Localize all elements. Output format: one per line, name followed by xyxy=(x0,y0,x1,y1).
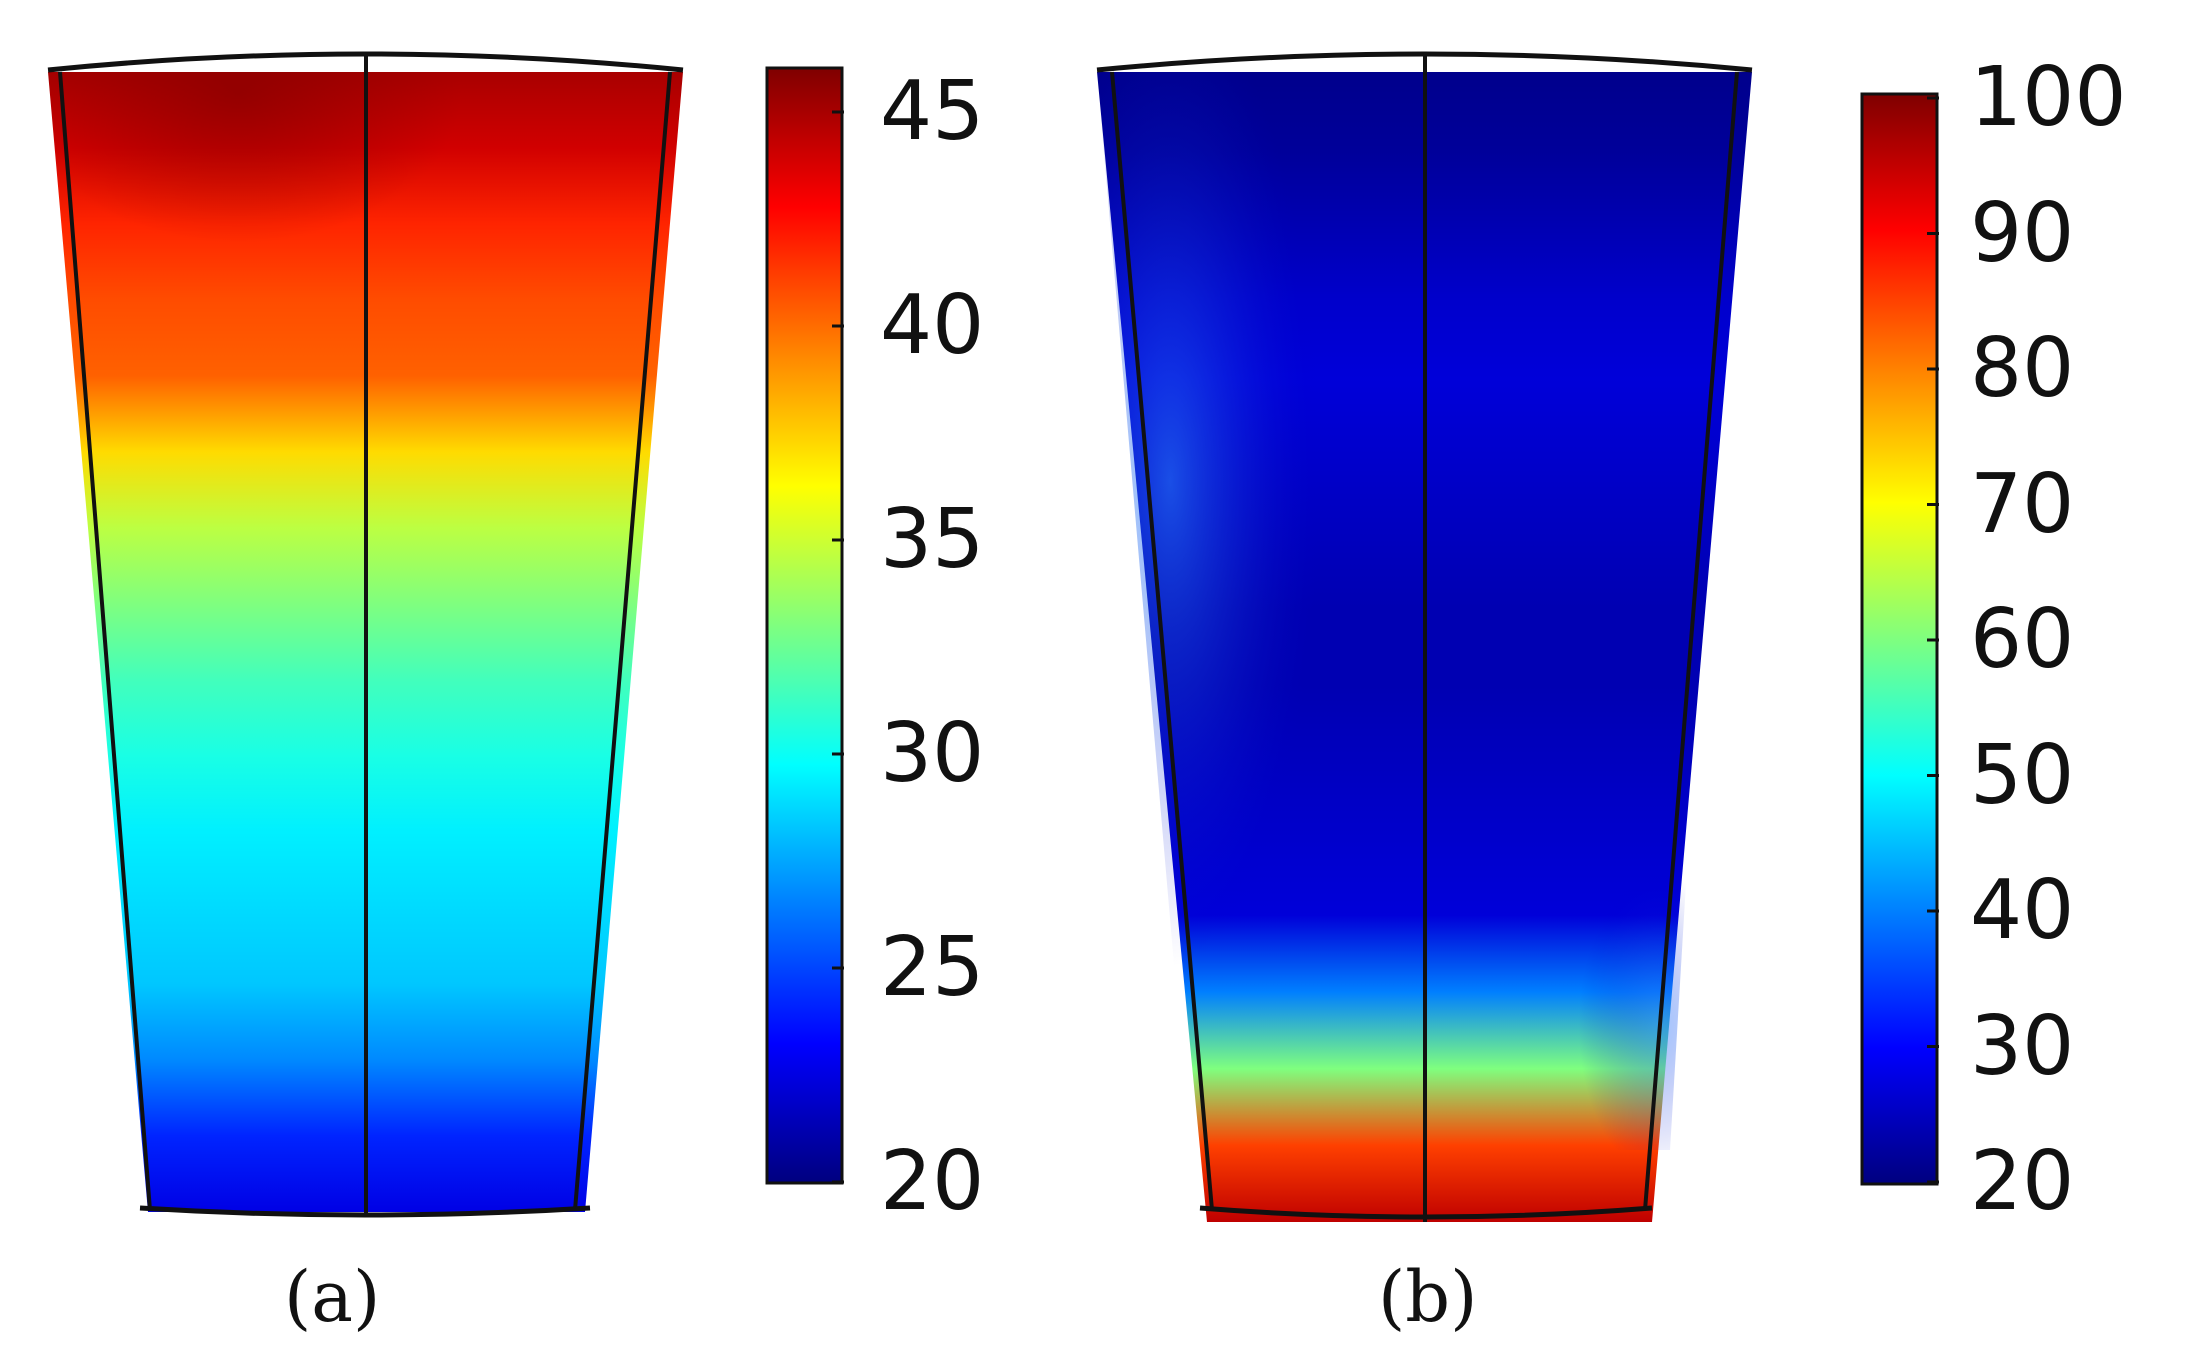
panel-b-colorbar-ticks xyxy=(1927,96,1939,1184)
colorbar-tick-label: 45 xyxy=(880,64,985,159)
panel-a-base xyxy=(139,1205,591,1218)
colorbar-tick-label: 35 xyxy=(880,492,985,587)
colorbar-tick-label: 30 xyxy=(1970,998,2075,1094)
panel-a-cup-outline xyxy=(58,71,672,1211)
panel-b-plume-left xyxy=(1097,72,1430,1150)
panel-b-field xyxy=(1096,51,1753,1222)
panel-b-plume-right xyxy=(1430,650,1700,1150)
panel-b-colorbar-ramp xyxy=(1860,92,1939,1186)
panel-b-cup-outline xyxy=(1110,71,1739,1211)
colorbar-tick-label: 70 xyxy=(1970,456,2075,552)
colorbar-tick-label: 20 xyxy=(880,1134,985,1229)
panel-a-colorbar xyxy=(765,66,844,1185)
panel-a-field xyxy=(47,51,684,1218)
panel-b-colorbar xyxy=(1860,92,1939,1186)
colorbar-tick-label: 80 xyxy=(1970,321,2075,416)
colorbar-tick-label: 40 xyxy=(1970,863,2075,958)
colorbar-tick-label: 100 xyxy=(1970,50,2127,145)
colorbar-tick-label: 30 xyxy=(880,706,985,801)
colorbar-tick-label: 20 xyxy=(1970,1134,2075,1229)
panel-a-colorbar-ramp xyxy=(765,66,844,1185)
colorbar-tick-label: 40 xyxy=(880,278,985,373)
colorbar-tick-label: 50 xyxy=(1970,727,2075,823)
colorbar-tick-label: 60 xyxy=(1970,592,2075,687)
panel-b-caption: (b) xyxy=(1378,1256,1478,1338)
panel-a-caption: (a) xyxy=(284,1256,381,1338)
panel-a-colorbar-ticks xyxy=(832,110,844,1184)
colorbar-tick-label: 90 xyxy=(1970,185,2075,281)
colorbar-tick-label: 25 xyxy=(880,920,985,1015)
